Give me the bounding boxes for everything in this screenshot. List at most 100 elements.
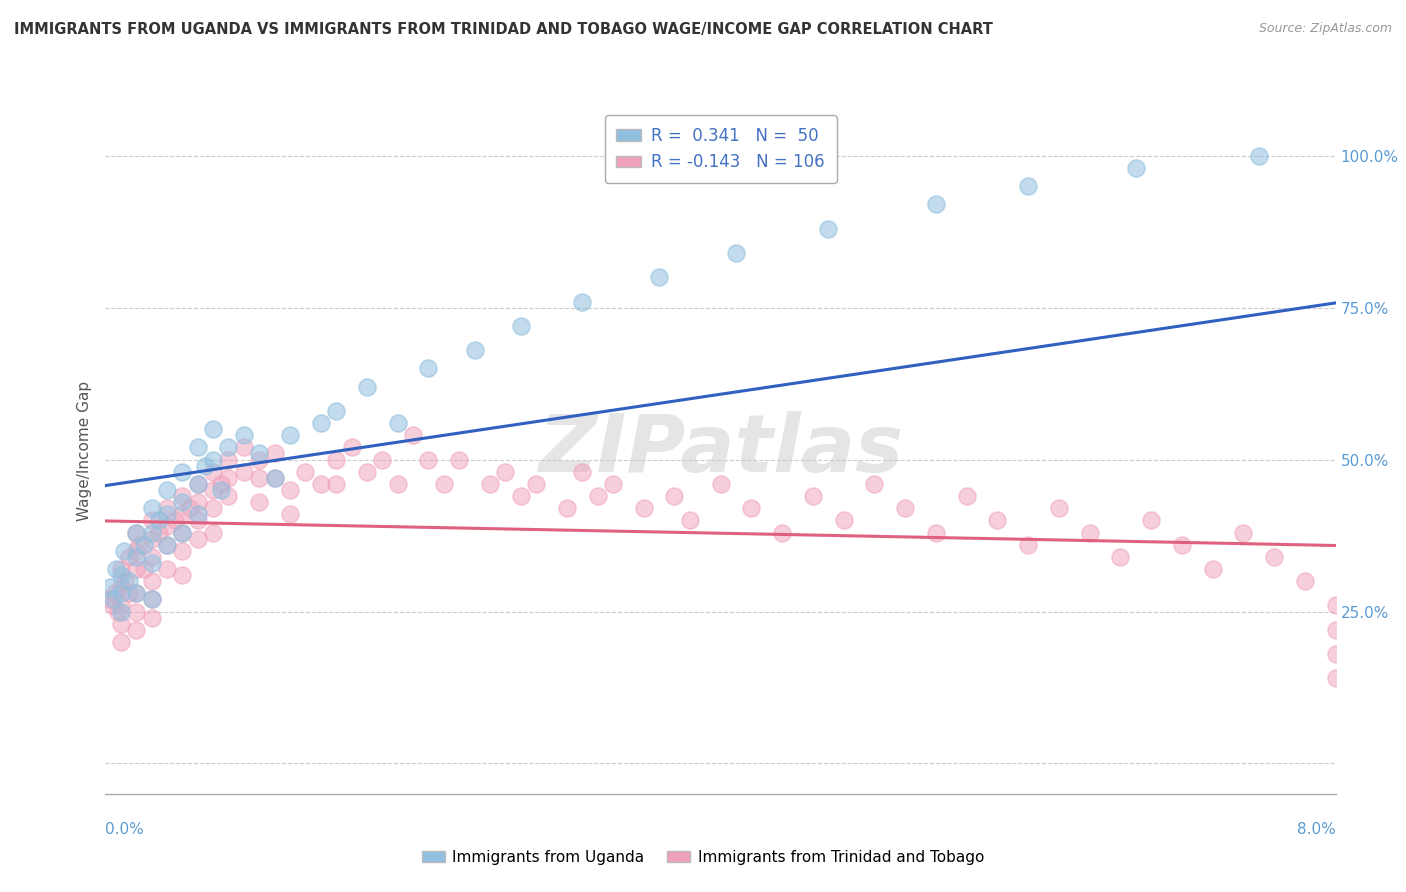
Point [202, 422, 225, 436]
Point [100, 599, 122, 613]
Point [894, 501, 917, 516]
Point [278, 428, 301, 442]
Point [112, 543, 135, 558]
Point [218, 471, 240, 485]
Point [125, 549, 148, 564]
Point [117, 586, 139, 600]
Point [232, 428, 254, 442]
Point [172, 465, 194, 479]
Point [110, 562, 132, 576]
Point [125, 525, 148, 540]
Point [187, 441, 209, 455]
Point [356, 465, 378, 479]
Point [218, 441, 240, 455]
Point [156, 501, 179, 516]
Point [325, 476, 347, 491]
Point [117, 549, 139, 564]
Text: 0.0%: 0.0% [105, 822, 145, 837]
Point [986, 513, 1008, 527]
Point [104, 586, 127, 600]
Point [218, 489, 240, 503]
Point [209, 483, 232, 497]
Point [925, 525, 948, 540]
Point [218, 452, 240, 467]
Point [117, 574, 139, 589]
Point [1294, 574, 1316, 589]
Point [602, 476, 624, 491]
Point [98, 580, 121, 594]
Point [202, 452, 225, 467]
Text: 8.0%: 8.0% [1296, 822, 1336, 837]
Point [125, 543, 148, 558]
Point [141, 513, 163, 527]
Point [1171, 538, 1194, 552]
Point [555, 501, 578, 516]
Point [586, 489, 609, 503]
Point [478, 476, 501, 491]
Point [1078, 525, 1101, 540]
Point [172, 489, 194, 503]
Point [172, 525, 194, 540]
Point [402, 428, 425, 442]
Text: ZIPatlas: ZIPatlas [538, 411, 903, 490]
Point [202, 501, 225, 516]
Point [110, 580, 132, 594]
Point [172, 543, 194, 558]
Point [433, 476, 456, 491]
Point [464, 343, 486, 358]
Point [156, 538, 179, 552]
Point [125, 586, 148, 600]
Point [187, 532, 209, 546]
Point [263, 471, 285, 485]
Point [128, 538, 150, 552]
Point [664, 489, 686, 503]
Point [710, 476, 733, 491]
Point [1247, 149, 1270, 163]
Point [110, 568, 132, 582]
Legend: Immigrants from Uganda, Immigrants from Trinidad and Tobago: Immigrants from Uganda, Immigrants from … [416, 844, 990, 871]
Point [179, 501, 201, 516]
Point [509, 318, 531, 333]
Point [387, 476, 409, 491]
Point [371, 452, 394, 467]
Point [202, 525, 225, 540]
Point [309, 416, 332, 430]
Point [648, 270, 671, 285]
Point [263, 471, 285, 485]
Point [156, 562, 179, 576]
Point [125, 562, 148, 576]
Point [1109, 549, 1132, 564]
Point [110, 616, 132, 631]
Point [418, 452, 440, 467]
Point [1125, 161, 1147, 175]
Point [148, 525, 170, 540]
Point [114, 574, 136, 589]
Point [110, 605, 132, 619]
Point [172, 495, 194, 509]
Point [187, 476, 209, 491]
Point [232, 465, 254, 479]
Point [187, 495, 209, 509]
Point [101, 592, 124, 607]
Point [125, 586, 148, 600]
Point [571, 294, 593, 309]
Point [356, 379, 378, 393]
Point [571, 465, 593, 479]
Point [209, 476, 232, 491]
Point [105, 562, 128, 576]
Point [125, 623, 148, 637]
Point [110, 599, 132, 613]
Point [325, 452, 347, 467]
Point [247, 452, 270, 467]
Point [278, 508, 301, 522]
Point [832, 513, 855, 527]
Point [247, 471, 270, 485]
Legend: R =  0.341   N =  50, R = -0.143   N = 106: R = 0.341 N = 50, R = -0.143 N = 106 [605, 115, 837, 183]
Point [156, 519, 179, 533]
Point [1140, 513, 1163, 527]
Point [925, 197, 948, 211]
Point [817, 221, 839, 235]
Point [141, 525, 163, 540]
Point [524, 476, 547, 491]
Point [247, 495, 270, 509]
